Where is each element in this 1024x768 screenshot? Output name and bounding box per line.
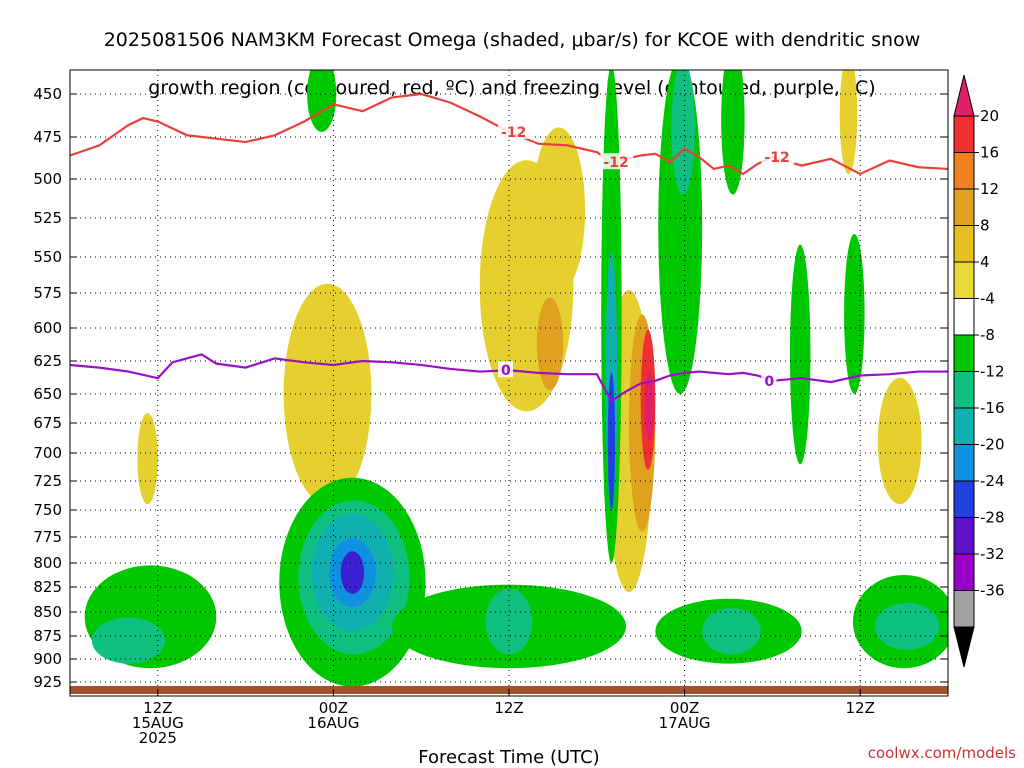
y-tick-label: 900: [33, 650, 62, 668]
omega-region-0: [307, 70, 337, 132]
credit-text: coolwx.com/models: [868, 744, 1016, 762]
omega-region-17: [844, 234, 865, 394]
colorbar-label: 16: [980, 144, 999, 162]
chart-title-line1: 2025081506 NAM3KM Forecast Omega (shaded…: [103, 29, 921, 51]
colorbar-segment-7: [953, 334, 975, 372]
colorbar-segment-12: [953, 517, 975, 555]
colorbar-segment-3: [953, 188, 975, 226]
omega-region-14: [671, 70, 695, 195]
x-tick-label: 12Z: [494, 699, 523, 717]
dgz-contour-label-0: -12: [501, 125, 526, 141]
colorbar-segment-4: [953, 225, 975, 263]
x-tick-label: 12Z: [143, 699, 172, 717]
omega-region-24: [340, 551, 365, 594]
colorbar-label: 4: [980, 253, 990, 271]
colorbar-segment-13: [953, 553, 975, 591]
omega-region-16: [789, 244, 811, 465]
y-tick-label: 650: [33, 385, 62, 403]
colorbar-segment-1: [953, 115, 975, 153]
colorbar-label: -20: [980, 436, 1005, 454]
colorbar-label: -32: [980, 545, 1005, 563]
omega-region-26: [91, 617, 166, 664]
omega-region-19: [877, 377, 922, 505]
y-tick-label: 575: [33, 284, 62, 302]
y-tick-label: 775: [33, 528, 62, 546]
x-tick-label: 00Z: [319, 699, 348, 717]
colorbar-label: -28: [980, 509, 1005, 527]
y-tick-label: 875: [33, 627, 62, 645]
x-tick-label: 15AUG: [132, 714, 184, 732]
y-tick-label: 825: [33, 578, 62, 596]
y-axis: 450 475 500 525 550 575 600 625 650 675 700 725 750 7…: [33, 85, 948, 691]
y-tick-label: 850: [33, 603, 62, 621]
colorbar-segment-6: [953, 298, 975, 336]
omega-region-32: [874, 603, 940, 650]
colorbar-segment-8: [953, 371, 975, 409]
y-tick-label: 800: [33, 554, 62, 572]
omega-region-18: [839, 70, 858, 174]
colorbar-label: -36: [980, 582, 1005, 600]
y-tick-label: 725: [33, 472, 62, 490]
colorbar-label: -4: [980, 290, 995, 308]
y-tick-label: 475: [33, 128, 62, 146]
contour-lines: -12 -12 -12 0 0: [70, 92, 948, 403]
omega-region-5: [536, 297, 564, 391]
y-tick-label: 600: [33, 319, 62, 337]
colorbar: 20 16 12 8 4 -4 -8 -12 -16 -20 -24 -28 -32 -36: [953, 74, 1005, 668]
y-tick-label: 525: [33, 209, 62, 227]
omega-region-12: [607, 372, 616, 510]
y-tick-label: 550: [33, 248, 62, 266]
y-tick-label: 675: [33, 414, 62, 432]
dgz-contour-label-1: -12: [603, 155, 628, 171]
dgz-contour-label-bg-1: [600, 153, 634, 170]
x-tick-label: 2025: [139, 729, 177, 747]
dgz-contour-label-bg-0: [498, 122, 531, 139]
omega-region-2: [137, 413, 158, 505]
omega-region-28: [485, 588, 533, 655]
omega-region-4: [532, 127, 586, 293]
colorbar-label: -8: [980, 326, 995, 344]
dgz-contour-label-bg-2: [761, 148, 795, 165]
y-tick-label: 450: [33, 85, 62, 103]
freezing-contour-label-bg-0: [498, 361, 513, 378]
omega-region-15: [721, 70, 745, 195]
x-axis-label: Forecast Time (UTC): [418, 747, 599, 768]
colorbar-label: 12: [980, 180, 999, 198]
colorbar-label: 8: [980, 217, 990, 235]
colorbar-bottom-arrow: [953, 626, 975, 668]
omega-region-30: [702, 608, 761, 655]
colorbar-label: -12: [980, 363, 1005, 381]
colorbar-segment-14: [953, 590, 975, 628]
y-tick-label: 925: [33, 673, 62, 691]
x-tick-label: 12Z: [846, 699, 875, 717]
omega-region-9: [645, 370, 654, 441]
colorbar-label: 20: [980, 107, 999, 125]
colorbar-segment-5: [953, 261, 975, 299]
colorbar-top-arrow: [953, 74, 975, 117]
y-tick-label: 700: [33, 444, 62, 462]
omega-region-1: [283, 283, 372, 505]
colorbar-segment-9: [953, 407, 975, 445]
colorbar-segment-10: [953, 444, 975, 482]
x-tick-label: 00Z: [670, 699, 699, 717]
freezing-contour-label-1: 0: [764, 374, 774, 390]
x-tick-label: 16AUG: [307, 714, 359, 732]
colorbar-segment-11: [953, 480, 975, 518]
colorbar-segment-2: [953, 152, 975, 190]
x-tick-label: 17AUG: [659, 714, 711, 732]
freezing-contour-label-bg-1: [761, 371, 777, 388]
colorbar-label: -24: [980, 472, 1005, 490]
colorbar-label: -16: [980, 399, 1005, 417]
y-tick-label: 500: [33, 170, 62, 188]
dgz-contour-label-2: -12: [764, 150, 789, 166]
freezing-contour-label-0: 0: [501, 363, 511, 379]
y-tick-label: 625: [33, 352, 62, 370]
omega-shading: [84, 70, 948, 687]
y-tick-label: 750: [33, 501, 62, 519]
